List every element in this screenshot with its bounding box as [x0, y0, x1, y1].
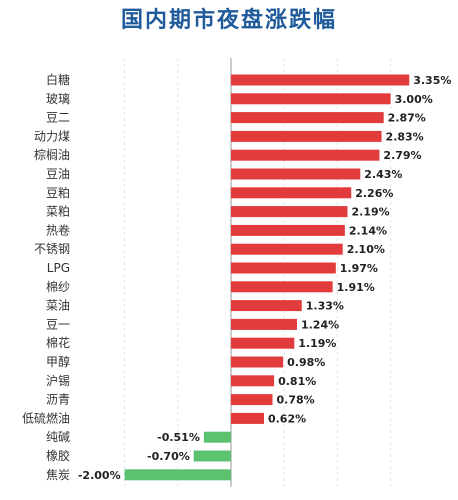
bar-4: [231, 149, 380, 161]
value-label: 2.43%: [364, 168, 402, 181]
value-label: 3.00%: [395, 93, 433, 106]
category-label: 动力煤: [34, 129, 70, 143]
bar-5: [231, 168, 361, 180]
value-label: 0.62%: [268, 412, 306, 425]
value-label: 2.10%: [347, 243, 385, 256]
bar-13: [231, 318, 297, 330]
bar-18: [231, 412, 264, 424]
category-label: LPG: [47, 261, 70, 275]
value-label: 2.14%: [349, 224, 387, 237]
category-label: 菜油: [46, 299, 70, 313]
category-label: 棕榈油: [34, 147, 70, 162]
value-label: -2.00%: [78, 469, 121, 482]
category-label: 甲醇: [46, 354, 70, 369]
bar-9: [231, 243, 343, 255]
value-label: 2.19%: [352, 206, 390, 219]
category-label: 白糖: [46, 72, 70, 87]
category-label: 豆油: [46, 167, 70, 181]
category-label: 低硫燃油: [22, 410, 70, 425]
bar-19: [203, 431, 231, 443]
value-label: -0.70%: [147, 450, 190, 463]
value-label: 1.91%: [337, 281, 375, 294]
bar-6: [231, 187, 352, 199]
category-label: 菜粕: [46, 204, 70, 219]
category-label: 焦炭: [46, 468, 70, 482]
bar-0: [231, 74, 410, 86]
bar-7: [231, 206, 348, 218]
bar-8: [231, 224, 345, 236]
category-label: 棉纱: [46, 280, 70, 294]
bar-14: [231, 337, 295, 349]
bar-1: [231, 93, 391, 105]
value-label: 0.78%: [276, 394, 314, 407]
category-label: 纯碱: [46, 430, 70, 444]
chart-title: 国内期市夜盘涨跌幅: [120, 7, 337, 33]
value-label: 2.79%: [383, 149, 421, 162]
value-label: 1.19%: [298, 337, 336, 350]
bar-2: [231, 112, 384, 124]
bar-16: [231, 375, 275, 387]
category-label: 沪锡: [46, 373, 70, 388]
category-label: 沥青: [46, 393, 70, 407]
bar-17: [231, 394, 273, 406]
bar-10: [231, 262, 336, 274]
category-label: 豆二: [46, 111, 70, 125]
category-label: 豆一: [46, 317, 70, 331]
bar-3: [231, 130, 382, 142]
bar-11: [231, 281, 333, 293]
category-label: 不锈钢: [34, 242, 70, 256]
category-label: 热卷: [46, 222, 70, 237]
category-label: 棉花: [46, 335, 70, 350]
category-label: 橡胶: [46, 448, 70, 463]
value-label: 2.87%: [388, 112, 426, 125]
value-label: 1.97%: [340, 262, 378, 275]
value-label: 2.26%: [355, 187, 393, 200]
bar-21: [124, 469, 231, 481]
bar-20: [193, 450, 231, 462]
category-label: 玻璃: [46, 92, 70, 106]
value-label: -0.51%: [157, 431, 200, 444]
bar-12: [231, 300, 302, 312]
bar-15: [231, 356, 284, 368]
value-label: 0.81%: [278, 375, 316, 388]
value-label: 2.83%: [386, 130, 424, 143]
value-label: 0.98%: [287, 356, 325, 369]
value-label: 1.24%: [301, 318, 339, 331]
value-label: 3.35%: [413, 74, 451, 87]
value-label: 1.33%: [306, 300, 344, 313]
category-label: 豆粕: [46, 185, 70, 200]
